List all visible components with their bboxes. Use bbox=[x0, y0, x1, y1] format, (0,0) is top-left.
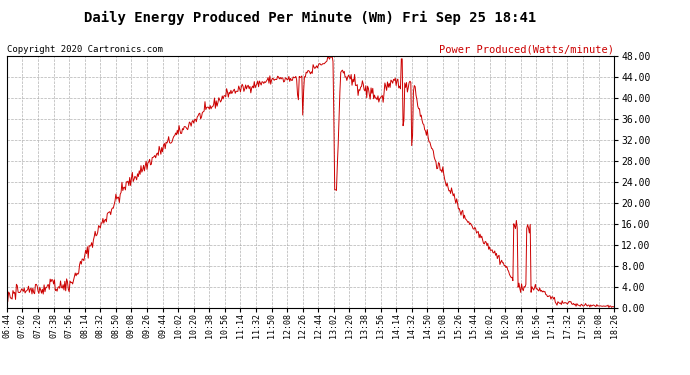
Text: Daily Energy Produced Per Minute (Wm) Fri Sep 25 18:41: Daily Energy Produced Per Minute (Wm) Fr… bbox=[84, 11, 537, 26]
Text: Copyright 2020 Cartronics.com: Copyright 2020 Cartronics.com bbox=[7, 45, 163, 54]
Text: Power Produced(Watts/minute): Power Produced(Watts/minute) bbox=[439, 45, 614, 55]
